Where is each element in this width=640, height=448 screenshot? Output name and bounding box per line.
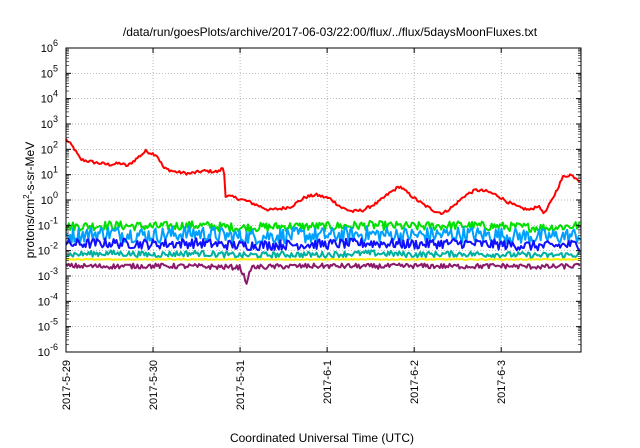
y-axis-title-suffix: -s-sr-MeV xyxy=(23,142,37,195)
y-tick-exponent: 2 xyxy=(53,139,58,149)
series-line-5 xyxy=(65,249,581,260)
series-lines xyxy=(65,138,581,285)
y-tick-label: 102 xyxy=(41,139,58,156)
y-tick-base: 10 xyxy=(38,220,50,232)
x-axis-ticks: 2017-5-29 2017-5-30 2017-5-31 2017-6-1 2017-… xyxy=(61,48,508,410)
y-tick-label: 104 xyxy=(41,89,58,106)
x-tick-label: 2017-5-29 xyxy=(61,360,73,410)
x-tick-label: 2017-6-1 xyxy=(322,360,334,404)
y-tick-label: 106 xyxy=(41,38,58,55)
y-axis-title: protons/cm2-s-sr-MeV xyxy=(22,142,37,258)
y-tick-label: 10-4 xyxy=(38,291,58,308)
y-tick-base: 10 xyxy=(38,246,50,258)
series-line-7 xyxy=(65,262,581,285)
x-tick-label: 2017-5-31 xyxy=(235,360,247,410)
x-tick-label: 2017-6-3 xyxy=(496,360,508,404)
y-tick-base: 10 xyxy=(41,195,53,207)
y-tick-exponent: 3 xyxy=(53,114,58,124)
y-tick-exponent: -1 xyxy=(50,215,58,225)
y-tick-exponent: -2 xyxy=(50,241,58,251)
y-tick-exponent: 4 xyxy=(53,89,58,99)
series-line-1 xyxy=(65,138,581,216)
y-tick-exponent: -6 xyxy=(50,342,58,352)
y-tick-exponent: -5 xyxy=(50,317,58,327)
y-tick-base: 10 xyxy=(38,271,50,283)
y-tick-base: 10 xyxy=(41,119,53,131)
x-axis-title: Coordinated Universal Time (UTC) xyxy=(230,431,414,445)
x-tick-label: 2017-5-30 xyxy=(148,360,160,410)
y-tick-base: 10 xyxy=(41,43,53,55)
y-tick-exponent: 1 xyxy=(53,165,58,175)
y-tick-label: 10-1 xyxy=(38,215,58,232)
y-tick-exponent: 0 xyxy=(53,190,58,200)
y-tick-label: 103 xyxy=(41,114,58,131)
y-tick-label: 101 xyxy=(41,165,58,182)
series-line-4 xyxy=(65,237,580,252)
x-tick-label: 2017-6-2 xyxy=(409,360,421,404)
y-tick-label: 10-6 xyxy=(38,342,58,359)
y-tick-base: 10 xyxy=(38,347,50,359)
y-axis-title-prefix: protons/cm xyxy=(23,199,37,258)
y-tick-base: 10 xyxy=(38,322,50,334)
chart-title: /data/run/goesPlots/archive/2017-06-03/2… xyxy=(123,25,538,39)
y-tick-label: 10-2 xyxy=(38,241,58,258)
y-tick-exponent: -4 xyxy=(50,291,58,301)
y-tick-label: 10-5 xyxy=(38,317,58,334)
series-line-2 xyxy=(65,219,581,234)
y-tick-label: 105 xyxy=(41,63,58,80)
y-axis-title-superscript: 2 xyxy=(22,194,31,199)
y-tick-base: 10 xyxy=(38,296,50,308)
y-axis-ticks: 10-610-510-410-310-210-11001011021031041… xyxy=(38,38,581,359)
y-tick-exponent: 6 xyxy=(53,38,58,48)
y-tick-label: 10-3 xyxy=(38,266,58,283)
y-tick-base: 10 xyxy=(41,94,53,106)
y-tick-label: 100 xyxy=(41,190,58,207)
y-tick-exponent: 5 xyxy=(53,63,58,73)
series-line-6 xyxy=(65,257,581,261)
y-tick-base: 10 xyxy=(41,170,53,182)
y-tick-base: 10 xyxy=(41,68,53,80)
y-tick-base: 10 xyxy=(41,144,53,156)
y-tick-exponent: -3 xyxy=(50,266,58,276)
